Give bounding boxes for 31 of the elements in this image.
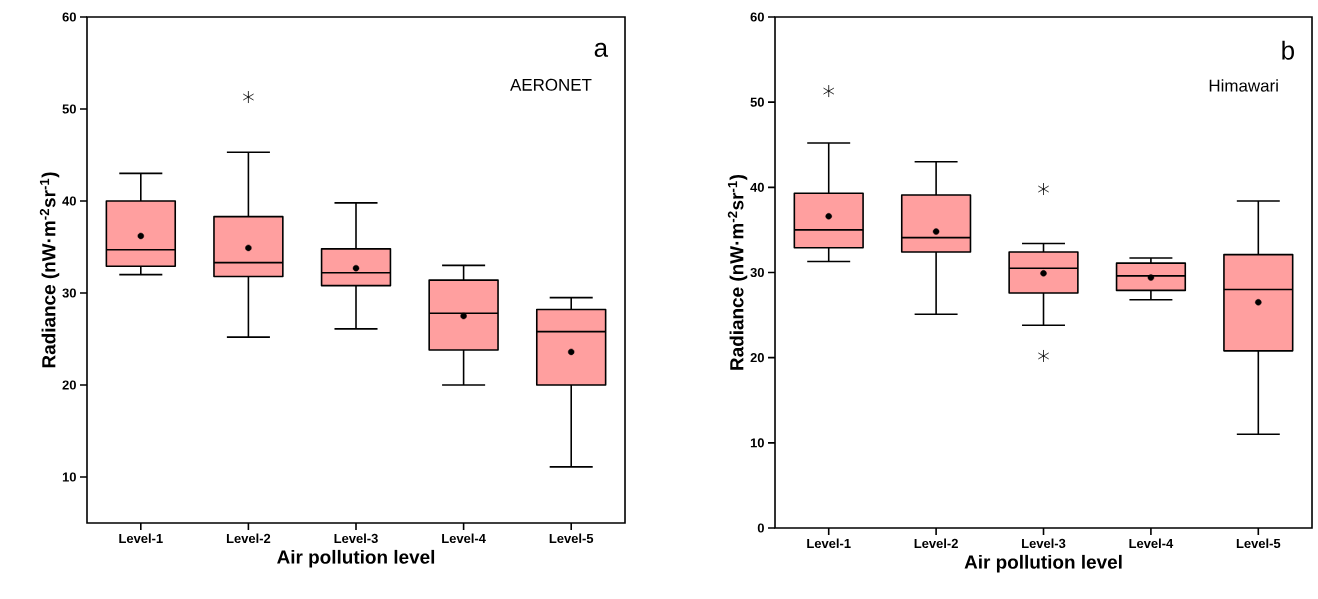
x-tick-label: Level-3: [1022, 538, 1066, 549]
annotation: AERONET: [510, 78, 592, 91]
x-tick-label: Level-4: [442, 533, 486, 544]
x-tick-label: Level-5: [549, 533, 594, 544]
y-tick-label: 40: [750, 182, 764, 192]
x-axis-title: Air pollution level: [277, 549, 435, 568]
x-tick-label: Level-2: [914, 538, 958, 549]
annotation: a: [594, 42, 609, 57]
x-tick-label: Level-1: [807, 538, 851, 549]
y-tick-label: 30: [750, 267, 764, 278]
x-tick-label: Level-4: [1129, 538, 1174, 549]
y-tick-label: 0: [757, 523, 764, 533]
y-tick-label: 60: [750, 12, 764, 22]
y-axis-title: Radiance (nW·m$^{-2}$sr$^{-1}$): [727, 174, 748, 370]
y-tick-label: 20: [62, 380, 76, 390]
x-tick-label: Level-5: [1236, 538, 1281, 549]
y-tick-label: 60: [62, 12, 76, 22]
y-tick-label: 10: [750, 438, 764, 448]
annotation: Himawari: [1209, 79, 1278, 92]
annotation: b: [1282, 40, 1294, 60]
y-tick-label: 40: [62, 196, 76, 206]
y-tick-label: 30: [62, 288, 76, 298]
x-tick-label: Level-3: [334, 533, 378, 544]
y-axis-title: Radiance (nW·m$^{-2}$sr$^{-1}$): [39, 172, 60, 368]
x-axis-title: Air pollution level: [964, 554, 1122, 573]
y-tick-label: 10: [62, 472, 76, 482]
x-tick-label: Level-2: [226, 533, 271, 544]
x-tick-label: Level-1: [119, 533, 163, 544]
y-tick-label: 50: [62, 104, 76, 114]
y-tick-label: 50: [750, 97, 764, 107]
y-tick-label: 20: [750, 353, 764, 363]
